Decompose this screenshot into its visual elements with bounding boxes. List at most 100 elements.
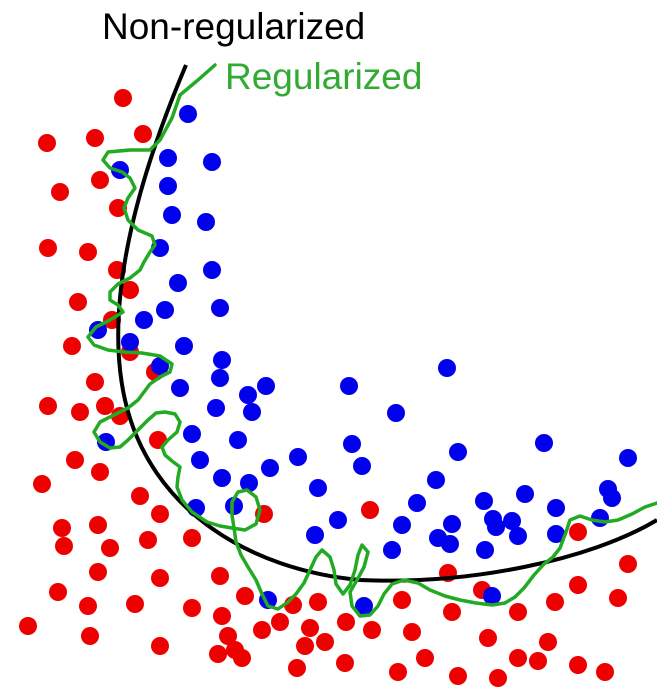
blue-data-point [516,485,534,503]
blue-data-point [175,337,193,355]
regularized-label: Regularized [225,56,423,97]
blue-data-point [169,274,187,292]
red-data-point [301,619,319,637]
blue-data-point [329,511,347,529]
red-data-point [89,516,107,534]
red-data-point [183,529,201,547]
red-data-point [134,125,152,143]
blue-data-point [203,261,221,279]
red-data-point [209,645,227,663]
red-data-point [403,623,421,641]
red-data-point [336,654,354,672]
red-data-point [416,649,434,667]
blue-data-point [619,449,637,467]
red-data-point [569,656,587,674]
red-data-point [33,475,51,493]
regularized-boundary-curve [86,63,657,618]
red-data-point [66,451,84,469]
blue-data-point [197,213,215,231]
red-data-point [151,569,169,587]
red-data-point [139,531,157,549]
blue-data-point [475,492,493,510]
red-data-point [63,337,81,355]
red-data-point [55,537,73,555]
red-data-point [49,583,67,601]
blue-data-point [393,516,411,534]
blue-data-point [171,379,189,397]
red-data-point [546,593,564,611]
non-regularized-boundary-curve [116,64,657,583]
red-data-point [71,403,89,421]
blue-data-point [203,153,221,171]
red-data-point [361,501,379,519]
red-data-point [296,637,314,655]
blue-data-point [309,479,327,497]
red-data-point [79,243,97,261]
blue-data-point [151,357,169,375]
red-data-point [114,89,132,107]
blue-data-point [340,377,358,395]
blue-data-point [487,518,505,536]
blue-data-point [603,489,621,507]
blue-point-group [89,105,637,615]
blue-data-point [289,448,307,466]
red-data-point [151,505,169,523]
blue-data-point [547,525,565,543]
red-data-point [101,539,119,557]
red-data-point [39,239,57,257]
red-data-point [53,519,71,537]
blue-data-point [183,425,201,443]
red-data-point [529,652,547,670]
blue-data-point [441,535,459,553]
blue-data-point [135,311,153,329]
red-data-point [86,373,104,391]
blue-data-point [243,403,261,421]
red-data-point [253,621,271,639]
red-data-point [389,663,407,681]
red-data-point [183,599,201,617]
blue-data-point [387,404,405,422]
red-data-point [363,621,381,639]
blue-data-point [213,469,231,487]
red-data-point [236,587,254,605]
blue-data-point [179,105,197,123]
blue-data-point [225,497,243,515]
red-data-point [309,593,327,611]
blue-data-point [229,431,247,449]
red-data-point [479,629,497,647]
blue-data-point [257,377,275,395]
red-data-point [19,617,37,635]
blue-data-point [547,499,565,517]
red-data-point [596,663,614,681]
blue-data-point [163,206,181,224]
blue-data-point [503,512,521,530]
blue-data-point [509,527,527,545]
red-data-point [38,134,56,152]
red-data-point [316,633,334,651]
red-data-point [509,603,527,621]
red-point-group [19,89,637,687]
red-data-point [337,613,355,631]
blue-data-point [213,351,231,369]
red-data-point [211,567,229,585]
blue-data-point [591,509,609,527]
blue-data-point [443,515,461,533]
red-data-point [86,129,104,147]
blue-data-point [159,149,177,167]
blue-data-point [383,541,401,559]
blue-data-point [211,369,229,387]
blue-data-point [211,299,229,317]
blue-data-point [483,587,501,605]
red-data-point [288,659,306,677]
blue-data-point [535,434,553,452]
red-data-point [569,523,587,541]
red-data-point [449,667,467,685]
red-data-point [393,591,411,609]
blue-data-point [207,399,225,417]
red-data-point [91,171,109,189]
red-data-point [91,463,109,481]
blue-data-point [353,457,371,475]
red-data-point [51,183,69,201]
red-data-point [219,627,237,645]
